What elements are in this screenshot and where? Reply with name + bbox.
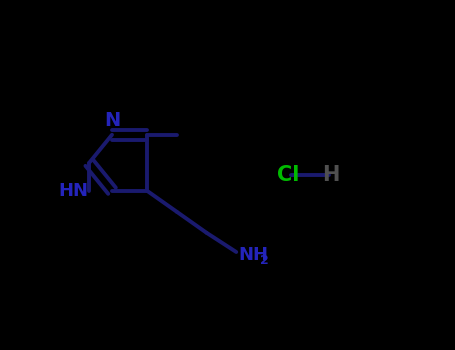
- Text: HN: HN: [59, 182, 89, 200]
- Text: Cl: Cl: [277, 165, 299, 185]
- Text: N: N: [104, 111, 120, 130]
- Text: NH: NH: [238, 246, 268, 264]
- Text: H: H: [323, 165, 340, 185]
- Text: 2: 2: [260, 254, 269, 267]
